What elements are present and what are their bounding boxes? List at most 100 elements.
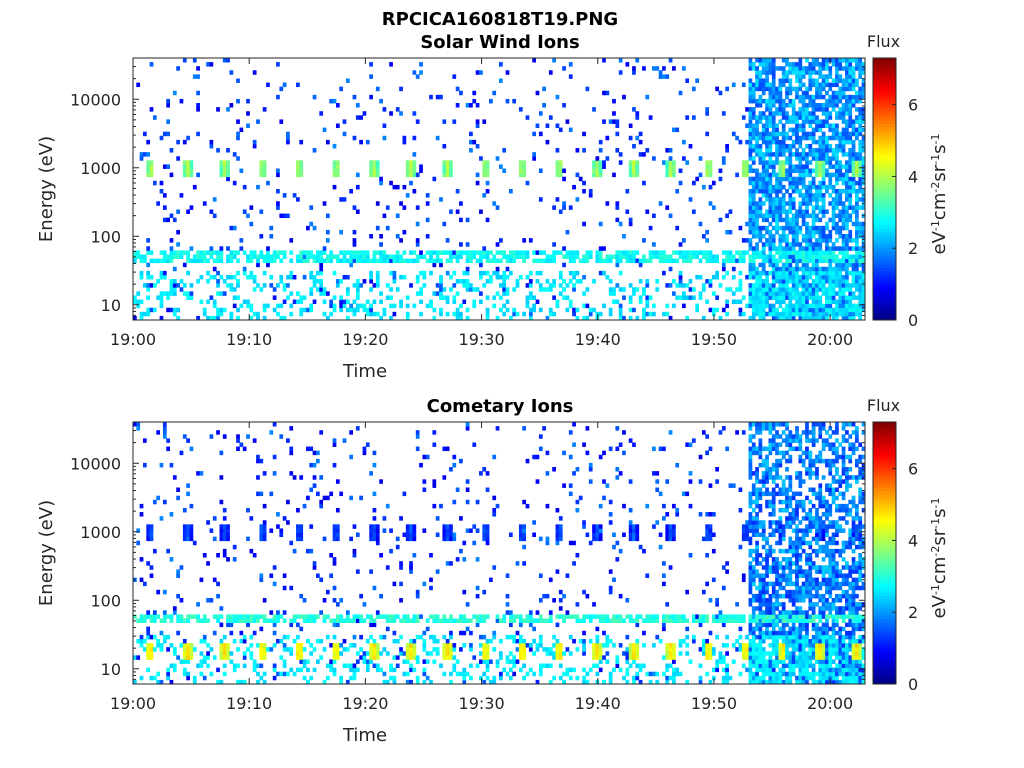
heatmap-cell: [389, 287, 393, 292]
heatmap-cell: [771, 82, 776, 88]
heatmap-cell: [791, 201, 796, 206]
heatmap-cell: [262, 172, 267, 178]
heatmap-cell: [811, 197, 816, 202]
heatmap-cell: [269, 234, 274, 239]
heatmap-cell: [831, 279, 836, 284]
heatmap-cell: [355, 287, 360, 292]
heatmap-cell: [465, 283, 470, 288]
heatmap-cell: [449, 172, 453, 178]
heatmap-cell: [246, 213, 250, 219]
heatmap-cell: [162, 499, 167, 505]
heatmap-cell: [389, 618, 393, 623]
heatmap-cell: [359, 139, 363, 145]
heatmap-cell: [199, 254, 204, 259]
heatmap-cell: [469, 287, 473, 292]
heatmap-cell: [751, 262, 756, 268]
heatmap-cell: [781, 168, 786, 174]
colorbar-segment: [873, 100, 896, 105]
heatmap-cell: [825, 111, 829, 116]
heatmap-cell: [668, 315, 673, 321]
heatmap-cell: [538, 618, 543, 623]
heatmap-cell: [422, 283, 427, 288]
heatmap-cell: [472, 287, 477, 292]
heatmap-cell: [841, 176, 846, 182]
heatmap-cell: [825, 311, 829, 317]
heatmap-cell: [698, 295, 703, 300]
heatmap-cell: [818, 148, 823, 153]
heatmap-cell: [349, 643, 353, 648]
heatmap-cell: [791, 103, 796, 108]
heatmap-cell: [508, 667, 513, 673]
colorbar-segment: [873, 94, 896, 98]
heatmap-cell: [818, 189, 823, 194]
heatmap-cell: [332, 598, 337, 603]
heatmap-cell: [412, 651, 417, 656]
heatmap-cell: [738, 270, 743, 276]
heatmap-cell: [808, 201, 813, 206]
heatmap-cell: [419, 62, 423, 67]
heatmap-cell: [409, 528, 413, 533]
heatmap-cell: [765, 242, 769, 247]
heatmap-cell: [851, 238, 856, 243]
heatmap-cell: [861, 78, 866, 83]
heatmap-cell: [861, 274, 866, 280]
heatmap-cell: [515, 250, 520, 255]
heatmap-cell: [791, 98, 796, 104]
heatmap-cell: [595, 647, 600, 652]
heatmap-cell: [805, 262, 809, 268]
heatmap-cell: [555, 569, 560, 574]
heatmap-cell: [801, 66, 806, 71]
heatmap-cell: [355, 184, 360, 190]
heatmap-cell: [229, 225, 234, 231]
heatmap-cell: [811, 295, 816, 300]
heatmap-cell: [758, 58, 763, 63]
heatmap-cell: [808, 250, 813, 255]
heatmap-cell: [136, 422, 141, 427]
heatmap-cell: [568, 254, 573, 259]
heatmap-cell: [485, 315, 490, 321]
heatmap-cell: [598, 172, 603, 178]
heatmap-cell: [748, 315, 753, 321]
heatmap-cell: [825, 225, 829, 231]
heatmap-cell: [811, 229, 816, 235]
heatmap-cell: [768, 193, 773, 198]
heatmap-cell: [801, 295, 806, 300]
heatmap-cell: [811, 176, 816, 182]
heatmap-cell: [345, 614, 350, 619]
heatmap-cell: [372, 250, 377, 255]
heatmap-cell: [289, 450, 294, 456]
heatmap-cell: [402, 532, 407, 538]
heatmap-cell: [189, 614, 194, 619]
heatmap-cell: [442, 160, 447, 165]
heatmap-cell: [558, 291, 563, 296]
heatmap-cell: [372, 462, 377, 468]
heatmap-cell: [668, 168, 673, 174]
heatmap-cell: [708, 283, 713, 288]
heatmap-cell: [216, 553, 220, 558]
heatmap-cell: [592, 172, 596, 178]
heatmap-cell: [179, 279, 184, 284]
heatmap-cell: [841, 152, 846, 157]
heatmap-cell: [133, 258, 137, 264]
heatmap-cell: [838, 279, 843, 284]
heatmap-cell: [615, 299, 620, 305]
heatmap-cell: [672, 160, 676, 165]
heatmap-cell: [229, 254, 234, 259]
heatmap-cell: [848, 205, 853, 210]
heatmap-cell: [412, 618, 417, 623]
heatmap-cell: [169, 618, 174, 623]
heatmap-cell: [778, 78, 783, 83]
heatmap-cell: [815, 193, 819, 198]
heatmap-cell: [801, 197, 806, 202]
heatmap-cell: [296, 197, 300, 202]
heatmap-cell: [781, 274, 786, 280]
heatmap-cell: [741, 238, 746, 243]
heatmap-cell: [495, 663, 500, 669]
heatmap-cell: [825, 234, 829, 239]
heatmap-cell: [355, 115, 360, 120]
heatmap-cell: [319, 266, 324, 272]
heatmap-cell: [845, 103, 849, 108]
heatmap-cell: [222, 634, 227, 640]
heatmap-cell: [229, 651, 234, 656]
heatmap-cell: [811, 262, 816, 268]
